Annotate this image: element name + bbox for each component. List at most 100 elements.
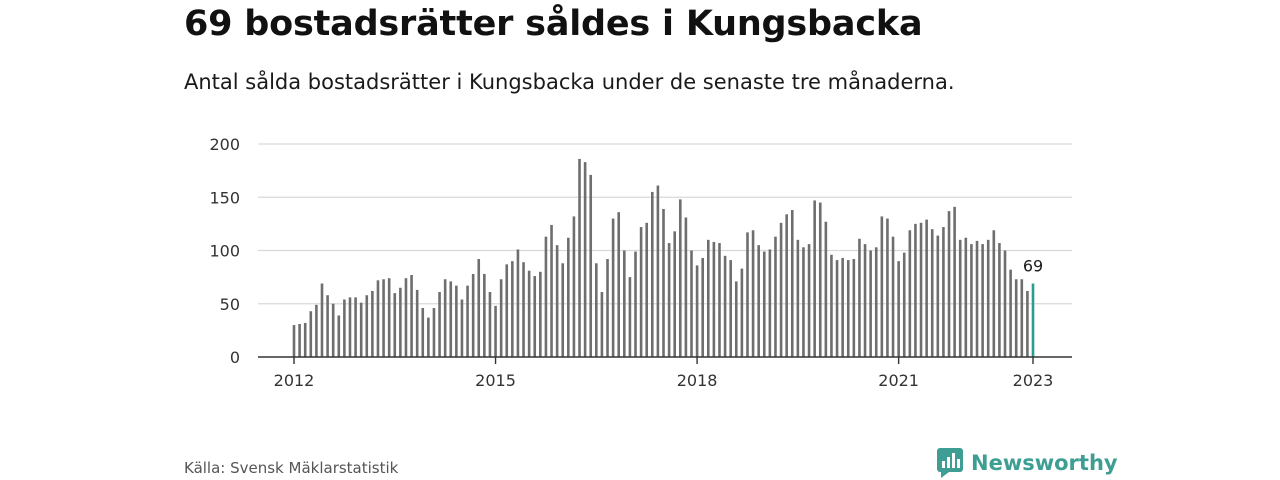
- bar: [387, 278, 391, 357]
- bar: [930, 229, 934, 357]
- bar: [986, 239, 990, 357]
- bar: [466, 285, 469, 357]
- bar: [684, 217, 688, 357]
- newsworthy-chart-bubble-icon: [937, 448, 963, 478]
- bar: [774, 236, 777, 357]
- bar: [578, 158, 581, 357]
- y-tick-label-100: 100: [209, 242, 240, 261]
- bar: [359, 302, 363, 357]
- bar: [1020, 279, 1024, 357]
- bar: [673, 231, 676, 357]
- bar: [331, 303, 335, 357]
- bar: [628, 277, 632, 357]
- bar: [550, 224, 553, 357]
- brand-name: Newsworthy: [971, 451, 1118, 475]
- bar: [919, 222, 923, 357]
- bar: [533, 276, 537, 357]
- bar: [477, 259, 481, 357]
- bar: [309, 311, 313, 357]
- bar: [567, 237, 570, 357]
- bar: [662, 208, 665, 357]
- bar: [600, 292, 604, 357]
- bar: [1014, 279, 1018, 357]
- bar: [371, 290, 374, 357]
- bar-chart: 0 50 100 150 200 2012 2015 2018 2021 2023 69: [209, 135, 1072, 390]
- bar: [802, 247, 805, 357]
- bar: [779, 222, 783, 357]
- bar: [544, 236, 548, 357]
- x-axis: [258, 356, 1072, 364]
- source-note: Källa: Svensk Mäklarstatistik: [184, 459, 399, 477]
- bar: [729, 260, 732, 357]
- bar: [539, 271, 542, 357]
- bar: [992, 230, 996, 357]
- bar: [701, 257, 704, 357]
- bar: [869, 250, 872, 357]
- bar: [998, 243, 1001, 357]
- x-tick-label-2012: 2012: [274, 371, 315, 390]
- bar: [874, 247, 878, 357]
- x-tick-label-2015: 2015: [475, 371, 516, 390]
- bar: [583, 162, 587, 357]
- bar: [404, 278, 408, 357]
- bar: [382, 279, 385, 357]
- bar: [415, 289, 419, 357]
- bar: [460, 299, 464, 357]
- bar: [505, 264, 509, 357]
- bar: [516, 249, 520, 357]
- bar: [718, 243, 721, 357]
- bar: [818, 202, 822, 357]
- bar: [315, 304, 318, 357]
- x-tick-label-2023: 2023: [1013, 371, 1054, 390]
- bar: [908, 230, 912, 357]
- bar-highlight: [1031, 283, 1035, 357]
- bar: [471, 273, 475, 357]
- bar: [690, 250, 693, 357]
- bar: [1003, 250, 1007, 357]
- bar: [527, 270, 531, 357]
- bar: [606, 259, 609, 357]
- bar: [925, 219, 928, 357]
- y-tick-label-200: 200: [209, 135, 240, 154]
- bar: [785, 214, 788, 357]
- bar: [863, 244, 867, 357]
- bar: [942, 227, 945, 357]
- bar: [455, 285, 458, 357]
- bar: [830, 254, 833, 357]
- bar: [1009, 269, 1012, 357]
- bar: [623, 250, 626, 357]
- bar: [757, 245, 760, 357]
- bar: [891, 236, 895, 357]
- bar: [958, 239, 962, 357]
- bar: [886, 218, 889, 357]
- bars: [292, 158, 1035, 357]
- bar: [970, 244, 973, 357]
- x-tick-labels: 2012 2015 2018 2021 2023: [274, 371, 1054, 390]
- bar: [337, 315, 341, 357]
- bar: [365, 295, 369, 357]
- bar: [376, 280, 380, 357]
- x-tick-label-2021: 2021: [878, 371, 919, 390]
- bar: [807, 244, 811, 357]
- bar: [667, 243, 671, 357]
- bar: [762, 251, 766, 357]
- bar: [488, 292, 492, 357]
- bar: [936, 235, 940, 357]
- bar: [768, 249, 772, 357]
- bar: [902, 252, 906, 357]
- bar: [678, 199, 682, 357]
- bar: [796, 239, 800, 357]
- bar: [695, 265, 699, 357]
- bar: [399, 287, 402, 357]
- bar: [572, 216, 576, 357]
- bar: [522, 262, 525, 357]
- bar: [326, 295, 329, 357]
- bar: [645, 222, 649, 357]
- bar: [852, 259, 856, 357]
- bar: [656, 185, 660, 357]
- bar: [981, 244, 984, 357]
- bar: [953, 206, 956, 357]
- bar: [298, 323, 301, 357]
- bar: [438, 292, 441, 357]
- chart-subtitle: Antal sålda bostadsrätter i Kungsbacka u…: [184, 70, 955, 94]
